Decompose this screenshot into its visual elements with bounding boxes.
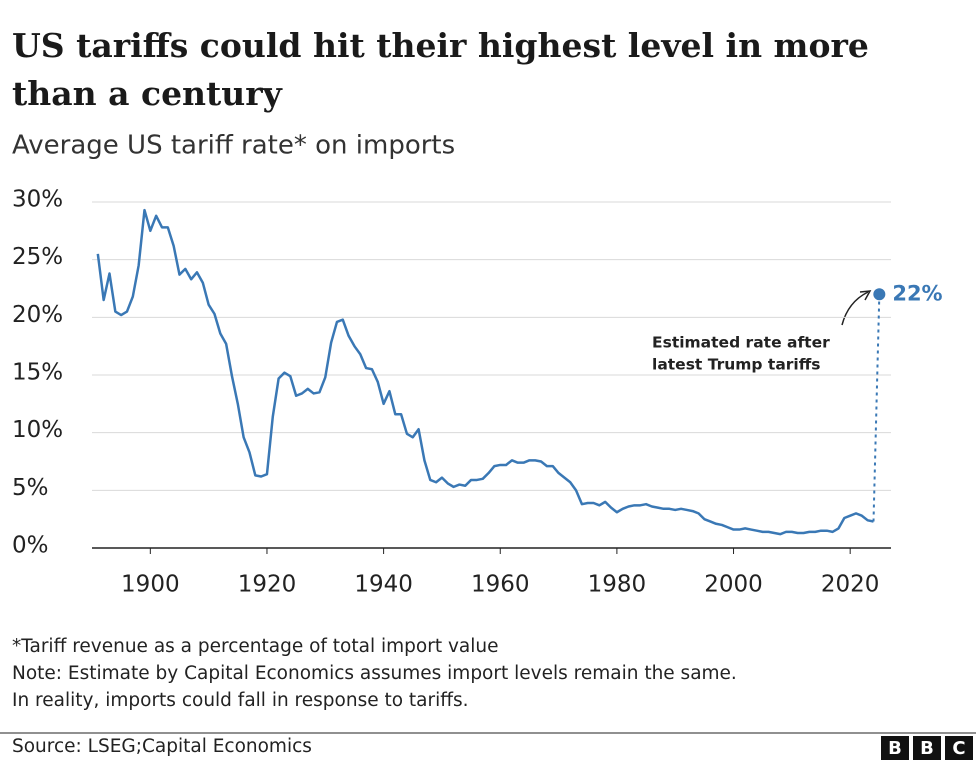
annotation-arrow — [841, 291, 869, 326]
x-tick-label: 2020 — [821, 572, 880, 598]
x-tick-label: 1920 — [238, 572, 297, 598]
y-tick-label: 30% — [12, 187, 63, 213]
logo-letter: C — [952, 738, 965, 759]
x-tick-label: 2000 — [704, 572, 763, 598]
y-tick-label: 25% — [12, 244, 63, 270]
logo-box — [945, 736, 973, 760]
chart-subtitle: Average US tariff rate* on imports — [12, 131, 455, 161]
y-tick-label: 15% — [12, 360, 63, 386]
x-tick-label: 1940 — [354, 572, 413, 598]
estimate-connector — [872, 294, 881, 522]
estimate-label: 22% — [892, 281, 942, 305]
tariff-line — [96, 208, 874, 536]
annotation: latest Trump tariffs — [652, 356, 821, 374]
footnote: In reality, imports could fall in respon… — [12, 690, 469, 711]
chart-title: US tariffs could hit their highest level… — [12, 26, 869, 65]
x-tick-label: 1960 — [471, 572, 530, 598]
annotation: Estimated rate after — [652, 334, 830, 352]
source: Source: LSEG;Capital Economics — [12, 736, 312, 757]
x-tick-label: 1900 — [121, 572, 180, 598]
footnote: *Tariff revenue as a percentage of total… — [12, 636, 498, 657]
chart-title: than a century — [12, 74, 283, 113]
footnote: Note: Estimate by Capital Economics assu… — [12, 663, 737, 684]
logo-box — [881, 736, 909, 760]
logo-letter: B — [888, 738, 902, 759]
y-tick-label: 20% — [12, 302, 63, 328]
x-tick-label: 1980 — [588, 572, 647, 598]
logo-box — [913, 736, 941, 760]
estimate-point — [873, 288, 886, 301]
y-tick-label: 10% — [12, 417, 63, 443]
y-tick-label: 0% — [12, 533, 49, 559]
annotation-arrowhead — [859, 290, 872, 301]
y-tick-label: 5% — [12, 475, 49, 501]
logo-letter: B — [920, 738, 934, 759]
